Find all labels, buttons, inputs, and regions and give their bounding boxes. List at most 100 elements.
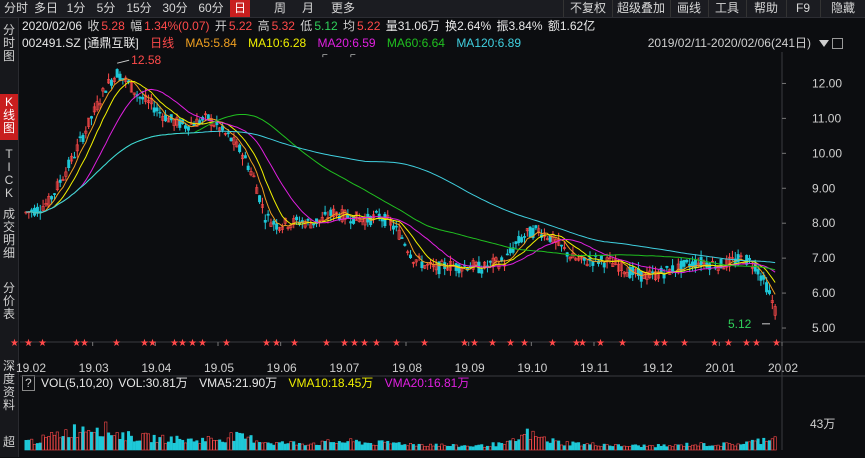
volume-bar <box>699 442 703 451</box>
tool-2[interactable]: 画线 <box>670 0 707 17</box>
event-star-marker: ★ <box>322 338 331 349</box>
tab-6[interactable]: 60分 <box>198 1 224 15</box>
candle-body <box>568 257 572 260</box>
range-dropdown-icon[interactable] <box>819 40 829 47</box>
volume-bar <box>166 441 170 451</box>
volume-bar <box>121 432 125 451</box>
candle-body <box>488 260 492 263</box>
x-tick-label: 19.04 <box>141 361 171 375</box>
tool-4[interactable]: 帮助 <box>746 0 785 17</box>
help-icon[interactable]: ? <box>22 375 35 391</box>
event-star-marker: ★ <box>360 338 369 349</box>
x-tick-label: 19.10 <box>517 361 547 375</box>
tool-0[interactable]: 不复权 <box>563 0 612 17</box>
open-value: 5.22 <box>228 19 253 33</box>
x-tick-label: 19.06 <box>267 361 297 375</box>
volume-bar <box>92 432 96 451</box>
volume-bar <box>260 442 264 451</box>
candle-body <box>773 306 777 316</box>
tab-4[interactable]: 15分 <box>126 1 152 15</box>
volume-bar <box>334 443 338 451</box>
candle-body <box>722 267 726 270</box>
candle-body <box>391 225 395 230</box>
event-star-marker: ★ <box>72 338 81 349</box>
volume-bar <box>599 446 603 451</box>
candle-body <box>280 226 284 230</box>
side-btn-0[interactable]: 分时图 <box>2 23 15 63</box>
tab-9[interactable]: 月 <box>301 1 314 15</box>
symbol-label[interactable]: 002491.SZ [通鼎互联] <box>22 36 139 50</box>
candle-body <box>104 90 108 93</box>
candle-body <box>195 118 199 127</box>
volume-bar <box>451 444 455 451</box>
volume-bar <box>494 446 498 451</box>
candle-body <box>676 263 680 271</box>
candle-body <box>266 213 270 216</box>
volume-bar <box>705 446 709 451</box>
range-settings-icon[interactable] <box>832 38 843 49</box>
candle-body <box>505 253 509 256</box>
event-star-marker: ★ <box>198 338 207 349</box>
candle-body <box>78 136 82 139</box>
tab-7[interactable]: 日 <box>230 0 250 17</box>
tab-8[interactable]: 周 <box>273 1 286 15</box>
y-tick-label: 9.00 <box>812 181 836 195</box>
vma5-value: VMA5:21.90万 <box>199 376 278 390</box>
event-star-marker: ★ <box>710 338 719 349</box>
candle-body <box>286 227 290 229</box>
event-star-marker: ★ <box>752 338 761 349</box>
volume-bar <box>625 446 629 451</box>
candle-body <box>109 79 113 86</box>
side-btn-6[interactable]: 超 <box>2 435 15 449</box>
candle-body <box>90 116 94 119</box>
candle-body <box>608 257 612 260</box>
tool-6[interactable]: 隐藏 <box>820 0 865 17</box>
tool-3[interactable]: 工具 <box>708 0 745 17</box>
volume-bar <box>622 445 626 451</box>
volume-bar <box>682 446 686 451</box>
volume-bar <box>33 443 37 451</box>
tab-10[interactable]: 更多 <box>330 1 355 15</box>
tab-0[interactable]: 分时 <box>3 1 28 15</box>
tool-1[interactable]: 超级叠加 <box>612 0 669 17</box>
candle-body <box>759 275 763 281</box>
volume-bar <box>118 439 122 451</box>
candle-body <box>317 219 321 222</box>
volume-bar <box>531 430 535 451</box>
side-btn-3[interactable]: 成交明细 <box>2 207 15 260</box>
volume-bar <box>55 431 59 451</box>
volume-bar <box>278 442 282 451</box>
volume-bar <box>161 434 165 451</box>
volume-bar <box>403 444 407 451</box>
candle-body <box>562 247 566 249</box>
volume-bar <box>693 444 697 451</box>
volume-bar <box>206 436 210 451</box>
tab-2[interactable]: 1分 <box>66 1 86 15</box>
volume-bar <box>645 446 649 451</box>
tab-1[interactable]: 多日 <box>33 1 58 15</box>
candle-body <box>699 256 703 267</box>
side-btn-5[interactable]: 深度资料 <box>2 359 15 412</box>
side-btn-4[interactable]: 分价表 <box>2 281 15 321</box>
volume-bar <box>374 445 378 451</box>
date-range[interactable]: 2019/02/11-2020/02/06(241日) <box>648 36 811 51</box>
volume-bar <box>266 442 270 451</box>
candle-body <box>55 181 59 191</box>
tool-5[interactable]: F9 <box>786 0 819 17</box>
volume-bar <box>269 443 273 451</box>
tab-5[interactable]: 30分 <box>162 1 188 15</box>
vma10-value: VMA10:18.45万 <box>288 376 374 390</box>
volume-bar <box>152 434 156 451</box>
volume-bar <box>725 442 729 451</box>
volume-bar <box>115 432 119 451</box>
volume-bar <box>366 442 370 451</box>
candle-body <box>545 238 549 240</box>
candle-body <box>528 226 532 238</box>
volume-bar <box>477 444 481 451</box>
candle-body <box>249 171 253 176</box>
candle-body <box>616 263 620 272</box>
tab-3[interactable]: 5分 <box>96 1 116 15</box>
